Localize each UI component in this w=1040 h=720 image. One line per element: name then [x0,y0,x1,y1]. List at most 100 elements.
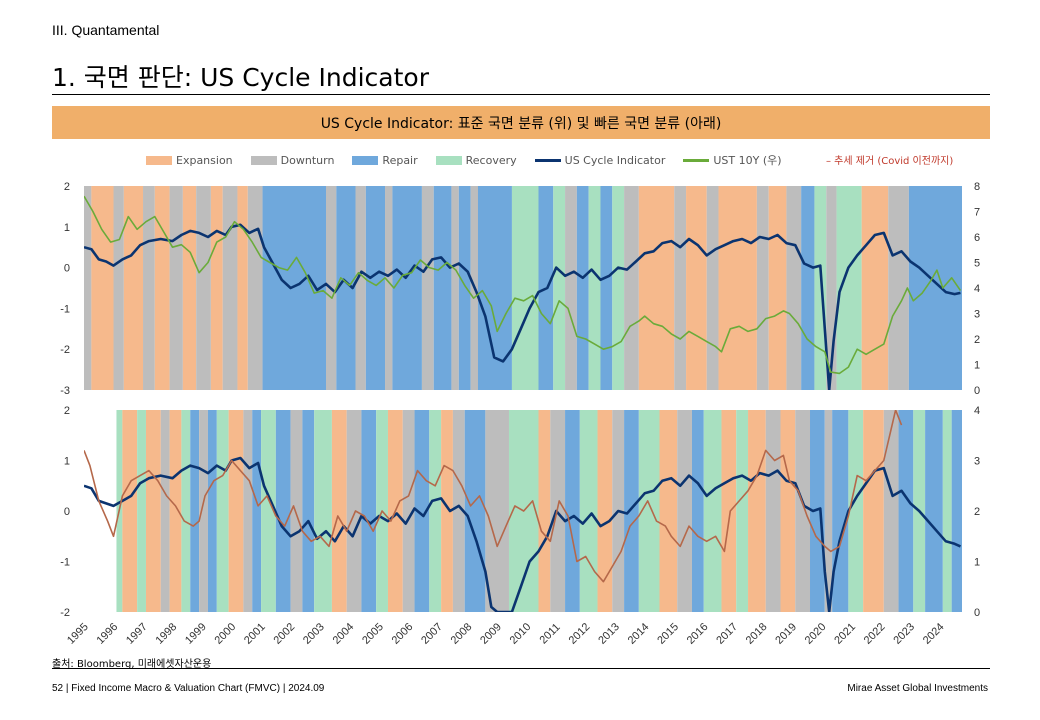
phase-band [780,410,796,612]
phase-band [597,410,613,612]
footer-right: Mirae Asset Global Investments [847,683,988,694]
series-line [84,195,962,375]
legend-swatch [435,155,462,165]
x-tick-label: 1998 [154,621,180,647]
x-tick-label: 2022 [862,621,888,647]
phase-band [565,186,577,390]
y-right-tick-label: 2 [974,506,980,518]
phase-band [832,410,849,612]
x-tick-label: 2024 [921,621,947,647]
x-tick-label: 2009 [478,621,504,647]
x-tick-label: 2002 [272,621,298,647]
x-tick-label: 2015 [655,621,681,647]
phase-band [951,410,962,612]
y-left-tick-label: 1 [64,456,70,468]
phase-band [290,410,303,612]
legend-item: Downturn [250,153,335,167]
phase-band [145,410,161,612]
legend-swatch [352,155,379,165]
phase-band [814,186,827,390]
phase-band [433,186,452,390]
phase-band [123,186,144,390]
y-right-tick-label: 5 [974,258,980,270]
phase-band [538,410,551,612]
phase-band [638,410,660,612]
phase-band [908,186,962,390]
phase-band [137,410,146,612]
y-right-tick-label: 3 [974,309,980,321]
x-tick-label: 2000 [213,621,239,647]
phase-band [392,186,422,390]
legend-label: Downturn [280,153,335,167]
legend-label: Expansion [176,153,233,167]
x-tick-label: 2013 [596,621,622,647]
legend-note: – 추세 제거 (Covid 이전까지) [826,156,954,167]
phase-band [553,186,566,390]
phase-band [452,410,465,612]
phase-band [565,410,580,612]
phase-band [210,186,223,390]
phase-band [674,186,687,390]
x-tick-label: 2010 [508,621,534,647]
page-title: 1. 국면 판단: US Cycle Indicator [52,63,429,92]
phase-band [706,186,719,390]
phase-band [888,186,909,390]
phase-band [588,186,601,390]
legend-label: UST 10Y (우) [713,154,782,167]
phase-band [756,186,769,390]
x-tick-label: 2004 [331,621,357,647]
x-tick-label: 2016 [685,621,711,647]
y-right-tick-label: 0 [974,385,980,397]
phase-band [199,410,208,612]
phase-band [659,410,678,612]
y-right-tick-label: 2 [974,334,980,346]
x-tick-label: 2020 [803,621,829,647]
phase-band [718,186,757,390]
y-right-tick-label: 4 [974,405,980,417]
legend-item: Recovery [435,153,517,167]
phase-band [768,186,787,390]
legend-label: US Cycle Indicator [564,153,666,167]
section-label: III. Quantamental [52,22,160,38]
x-tick-label: 2012 [567,621,593,647]
legend-label: Recovery [465,153,517,167]
phase-band [261,410,276,612]
phase-band [801,186,815,390]
phase-band [677,410,692,612]
x-tick-label: 2021 [832,621,858,647]
phase-band [883,410,899,612]
phase-band [576,186,589,390]
phase-band [207,410,217,612]
y-left-tick-label: 0 [64,263,70,275]
phase-band [169,410,182,612]
phase-band [355,186,366,390]
phase-band [122,410,138,612]
phase-band [346,410,362,612]
phase-band [786,186,802,390]
y-right-tick-label: 8 [974,181,980,193]
phase-band [414,410,430,612]
phase-band [511,186,539,390]
phase-band [216,410,229,612]
chart-legend: Expansion Downturn Repair Recovery US Cycle … [146,152,800,168]
x-tick-label: 1995 [65,621,91,647]
x-tick-label: 2019 [773,621,799,647]
phase-band [624,186,639,390]
phase-band [429,410,442,612]
x-tick-label: 2008 [449,621,475,647]
phase-band [441,410,453,612]
x-tick-label: 2007 [419,621,445,647]
y-left-tick-label: -3 [60,385,70,397]
x-tick-label: 2023 [891,621,917,647]
phase-band [748,410,766,612]
chart-panel-top: 2 1 0 -1 -2 -3 8 7 6 5 4 3 2 1 0 [60,181,980,397]
x-tick-label: 1999 [183,621,209,647]
chart-panel-bottom: 2 1 0 -1 -2 4 3 2 1 0 1995 1996 1997 1998 1999 2000 2001… [60,405,980,647]
y-left-tick-label: 2 [64,181,70,193]
phase-band [898,410,914,612]
phase-band [421,186,434,390]
phase-band [863,410,884,612]
phase-band [143,186,155,390]
chart-banner-text: US Cycle Indicator: 표준 국면 분류 (위) 및 빠른 국면… [320,115,722,132]
